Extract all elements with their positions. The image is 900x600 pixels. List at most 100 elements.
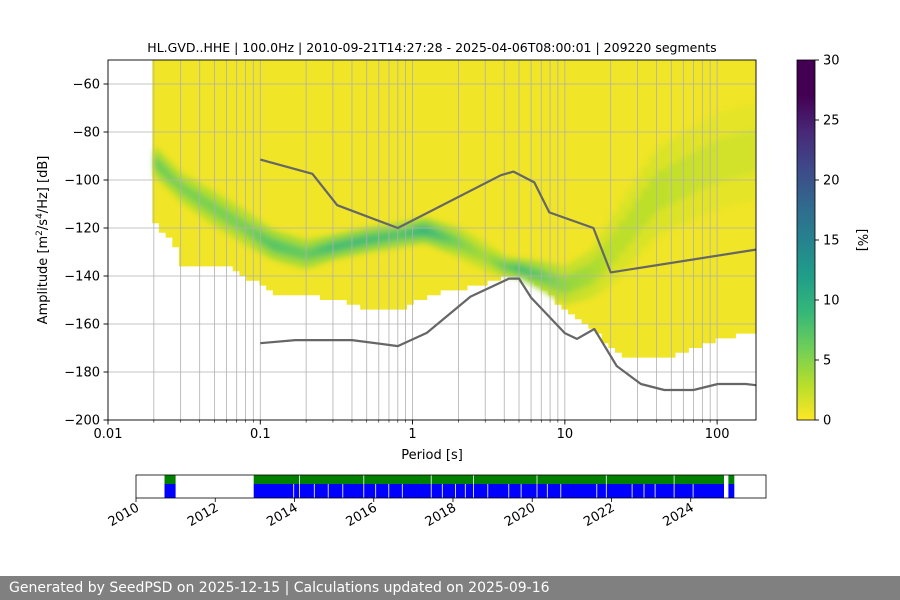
density-band-core: [324, 243, 330, 255]
density-band-core: [315, 245, 321, 258]
density-band-core: [491, 255, 496, 267]
density-band-core: [618, 220, 627, 254]
y-label-part-2: /s: [36, 219, 51, 230]
density-band-core: [258, 230, 265, 245]
density-band-core: [278, 240, 285, 254]
density-band-core: [186, 185, 193, 200]
density-band-core: [676, 158, 688, 200]
y-tick-label: −80: [73, 126, 100, 141]
density-band-core: [480, 249, 487, 263]
density-band-core: [167, 169, 173, 183]
y-tick-label: −140: [64, 270, 100, 285]
timeline-available-bar: [728, 475, 735, 484]
density-band-core: [344, 238, 351, 250]
density-band-core: [569, 273, 575, 292]
density-band-core: [387, 231, 394, 242]
density-band-core: [272, 239, 279, 253]
timeline-tick-label: 2024: [661, 500, 697, 530]
density-band-core: [424, 225, 431, 237]
density-band-core: [153, 156, 160, 170]
density-band-core: [355, 236, 362, 248]
density-band-core: [319, 244, 325, 256]
density-band-core: [203, 196, 210, 211]
colorbar-ticks: 0 5 10 15 20 25 30: [815, 54, 840, 429]
density-band-core: [158, 160, 164, 174]
timeline-frame: [135, 474, 767, 499]
density-band-core: [707, 142, 718, 185]
density-band-core: [176, 178, 182, 192]
density-band-core: [366, 234, 373, 245]
density-band-core: [392, 230, 399, 241]
density-band-core: [743, 132, 751, 176]
colorbar-tick-label: 30: [823, 54, 840, 69]
density-band-core: [180, 182, 188, 196]
density-band-core: [411, 227, 417, 238]
y-label-part-3: /Hz] [dB]: [36, 156, 51, 214]
density-band-core: [462, 239, 469, 253]
density-band-core: [310, 246, 316, 259]
density-band-core: [541, 270, 546, 284]
y-label-part-1: Amplitude [m: [36, 236, 51, 325]
density-band-core: [686, 153, 698, 195]
density-band-core: [471, 244, 478, 258]
density-band-core: [406, 227, 412, 239]
y-label-superscript-2: 4: [35, 213, 45, 219]
density-band-core: [283, 242, 290, 256]
timeline-tick-label: 2014: [264, 500, 300, 530]
density-band-core: [504, 262, 508, 271]
density-band-core: [294, 245, 302, 259]
x-tick-label: 0.01: [94, 427, 123, 442]
density-band-core: [224, 209, 231, 225]
density-band-core: [533, 268, 539, 281]
density-band-core: [594, 256, 599, 281]
plot-frame: [107, 59, 757, 421]
density-band-core: [553, 273, 558, 290]
density-band-core: [641, 188, 650, 226]
timeline-tick-label: 2020: [502, 500, 538, 530]
colorbar-tick-label: 25: [823, 114, 840, 129]
y-axis-label: Amplitude [m2/s4/Hz] [dB]: [35, 156, 51, 325]
timeline-tick-label: 2012: [185, 500, 221, 530]
density-band-core: [519, 264, 524, 274]
y-tick-label: −120: [64, 222, 100, 237]
density-band-core: [736, 133, 744, 177]
plot-area: [108, 60, 756, 420]
y-tick-label: −60: [73, 78, 100, 93]
density-band-core: [511, 263, 515, 273]
grid-layer: [108, 60, 756, 420]
density-band-core: [435, 229, 443, 242]
density-band-core: [377, 232, 384, 244]
x-axis-label: Period [s]: [401, 448, 463, 463]
x-tick-label: 10: [557, 427, 574, 442]
density-band-core: [240, 218, 247, 234]
density-band-core: [749, 130, 756, 174]
timeline-tick-label: 2018: [423, 500, 459, 530]
y-tick-label: −100: [64, 174, 100, 189]
density-band-core: [441, 231, 448, 244]
density-band-core: [361, 235, 368, 246]
density-band-core: [447, 233, 454, 246]
colorbar-label: [%]: [854, 229, 869, 252]
density-band-core: [717, 138, 725, 182]
density-band-core: [214, 202, 221, 218]
density-band-core: [578, 268, 584, 289]
density-band-core: [485, 251, 490, 264]
density-band-core: [219, 206, 226, 222]
density-band-core: [245, 221, 251, 237]
density-band-core: [560, 276, 566, 294]
y-tick-label: −180: [64, 366, 100, 381]
timeline-available-bar: [253, 475, 724, 484]
density-band-core: [604, 243, 609, 272]
density-band-core: [467, 241, 473, 255]
density-band-core: [300, 247, 307, 261]
density-band-core: [328, 242, 334, 254]
colorbar: [796, 59, 816, 421]
x-axis-ticks: 0.01 0.1 1 10 100: [94, 420, 730, 442]
density-band-core: [506, 262, 510, 272]
y-tick-label: −200: [64, 414, 100, 429]
density-band-core: [415, 226, 421, 237]
density-band-core: [289, 243, 296, 257]
density-band-core: [452, 235, 460, 248]
density-band-core: [458, 237, 464, 251]
density-band-core: [582, 266, 588, 287]
